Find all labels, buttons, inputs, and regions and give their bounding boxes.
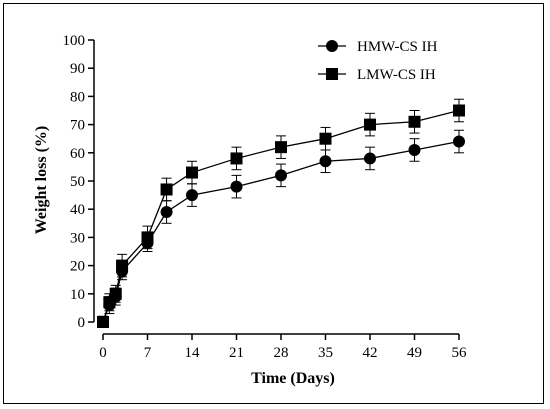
y-tick-label: 50: [70, 174, 85, 190]
data-point-square: [275, 141, 287, 154]
x-tick-label: 28: [274, 345, 289, 361]
x-tick-label: 0: [99, 345, 107, 361]
y-tick-label: 20: [70, 259, 85, 275]
x-tick-label: 7: [144, 345, 152, 361]
data-point-circle: [230, 180, 243, 193]
y-tick-label: 40: [70, 202, 85, 218]
data-point-circle: [275, 169, 287, 182]
chart-frame: [3, 3, 544, 404]
data-point-square: [230, 152, 243, 165]
data-point-square: [453, 104, 465, 117]
data-point-square: [160, 183, 173, 196]
data-point-square: [319, 132, 332, 145]
error-bars: [98, 98, 464, 323]
legend-marker-circle: [326, 40, 338, 52]
x-axis-title: Time (Days): [251, 370, 335, 387]
data-point-square: [97, 316, 109, 328]
axes: 0 10 20 30 40 50 60 70 80 90 100 0 7 14 21 28 35 42 49 56: [63, 33, 468, 361]
x-tick-label: 21: [229, 345, 244, 361]
data-point-square: [364, 118, 376, 131]
x-tick-label: 42: [363, 345, 378, 361]
y-tick-label: 30: [70, 230, 85, 246]
y-tick-label: 10: [70, 287, 85, 303]
y-tick-label: 0: [78, 315, 86, 331]
data-point-circle: [408, 143, 421, 156]
data-point-circle: [319, 155, 332, 168]
legend-label: HMW-CS IH: [357, 39, 438, 55]
y-tick-label: 100: [63, 33, 86, 49]
data-point-square: [141, 231, 154, 244]
legend-label: LMW-CS IH: [357, 67, 436, 83]
data-point-circle: [160, 206, 173, 219]
y-tick-label: 60: [70, 146, 85, 162]
y-axis-title: Weight loss (%): [33, 126, 50, 234]
data-point-square: [408, 115, 421, 128]
y-tick-label: 80: [70, 89, 85, 105]
x-tick-label: 14: [185, 345, 201, 361]
data-point-circle: [364, 152, 376, 165]
data-point-circle: [453, 135, 465, 148]
data-point-square: [109, 287, 122, 300]
x-tick-label: 56: [452, 345, 468, 361]
data-point-square: [116, 259, 129, 272]
data-point-circle: [186, 189, 198, 202]
y-tick-label: 70: [70, 118, 85, 134]
x-tick-label: 49: [407, 345, 422, 361]
x-tick-label: 35: [318, 345, 333, 361]
legend-marker-square: [326, 68, 338, 80]
y-tick-label: 90: [70, 61, 85, 77]
data-point-square: [186, 166, 198, 179]
legend: HMW-CS IH LMW-CS IH: [318, 39, 438, 83]
series-markers: [97, 104, 465, 328]
